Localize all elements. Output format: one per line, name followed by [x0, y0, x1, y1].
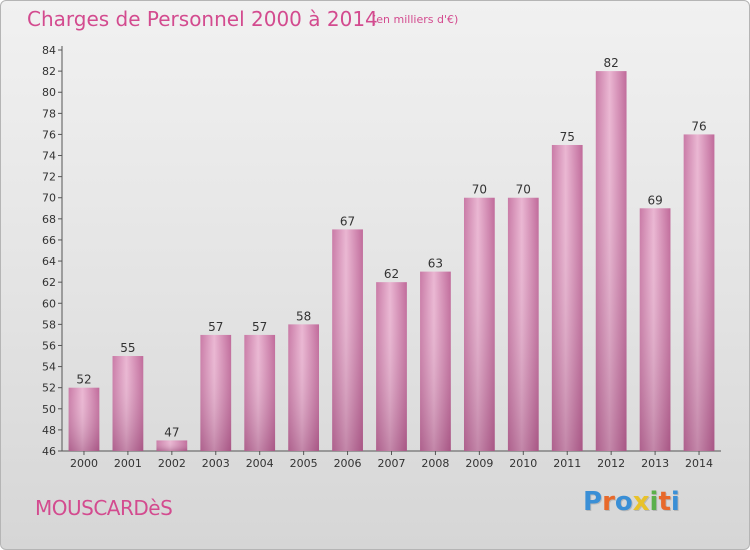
- bar-shade: [639, 208, 671, 451]
- bar-shade: [595, 71, 627, 452]
- bar-value-label: 67: [340, 214, 355, 228]
- logo-letter: o: [614, 487, 633, 517]
- y-tick-label: 74: [42, 150, 56, 163]
- bar-value-label: 57: [252, 320, 267, 334]
- bar-shade: [683, 134, 715, 451]
- x-tick-label: 2001: [114, 457, 142, 470]
- x-tick-label: 2006: [334, 457, 362, 470]
- y-tick-label: 52: [42, 382, 56, 395]
- bar-shade: [551, 144, 583, 451]
- x-tick-label: 2000: [70, 457, 98, 470]
- bar-value-label: 76: [691, 119, 706, 133]
- x-tick-label: 2014: [685, 457, 713, 470]
- x-tick-label: 2011: [553, 457, 581, 470]
- y-tick-label: 84: [42, 44, 56, 57]
- bar-shade: [288, 324, 320, 451]
- logo-letter: P: [583, 487, 603, 517]
- logo-letter: t: [658, 487, 671, 517]
- bar-value-label: 52: [76, 373, 91, 387]
- bar-value-label: 62: [384, 267, 399, 281]
- y-tick-label: 82: [42, 65, 56, 78]
- bar-value-label: 55: [120, 341, 135, 355]
- y-tick-label: 56: [42, 339, 56, 352]
- bar-shade: [507, 197, 539, 451]
- bar-shade: [200, 334, 232, 451]
- bar-shade: [420, 271, 451, 451]
- y-tick-label: 58: [42, 318, 56, 331]
- x-tick-label: 2007: [378, 457, 406, 470]
- bar-value-label: 70: [516, 183, 531, 197]
- bar-shade: [156, 440, 188, 451]
- y-tick-label: 64: [42, 255, 56, 268]
- chart-subtitle: (en milliers d'€): [372, 13, 459, 26]
- x-tick-label: 2005: [290, 457, 318, 470]
- bar-value-label: 75: [560, 130, 575, 144]
- bar-shade: [376, 282, 407, 451]
- commune-name: MOUSCARDèS: [35, 496, 173, 520]
- bar-value-label: 69: [647, 193, 662, 207]
- x-tick-label: 2012: [597, 457, 625, 470]
- y-tick-label: 48: [42, 424, 56, 437]
- x-tick-label: 2010: [509, 457, 537, 470]
- bar-shade: [244, 334, 276, 451]
- logo-letter: r: [602, 487, 615, 517]
- y-tick-label: 72: [42, 171, 56, 184]
- y-tick-label: 50: [42, 403, 56, 416]
- bar-shade: [68, 387, 100, 451]
- y-tick-label: 78: [42, 107, 56, 120]
- x-tick-label: 2009: [465, 457, 493, 470]
- y-tick-label: 60: [42, 297, 56, 310]
- bar-shade: [332, 229, 363, 451]
- y-tick-label: 66: [42, 234, 56, 247]
- y-tick-label: 80: [42, 86, 56, 99]
- logo-letter: i: [670, 487, 680, 517]
- chart-title: Charges de Personnel 2000 à 2014: [27, 7, 378, 31]
- y-tick-label: 76: [42, 128, 56, 141]
- bar-value-label: 70: [472, 183, 487, 197]
- x-tick-label: 2002: [158, 457, 186, 470]
- y-tick-label: 54: [42, 361, 56, 374]
- bar-shade: [112, 356, 144, 451]
- y-tick-label: 62: [42, 276, 56, 289]
- bar-shade: [463, 197, 495, 451]
- y-tick-label: 46: [42, 445, 56, 458]
- bar-value-label: 63: [428, 257, 443, 271]
- x-tick-label: 2003: [202, 457, 230, 470]
- x-tick-label: 2013: [641, 457, 669, 470]
- bar-value-label: 58: [296, 309, 311, 323]
- x-tick-label: 2008: [421, 457, 449, 470]
- y-tick-label: 70: [42, 192, 56, 205]
- logo-letter: i: [649, 487, 659, 517]
- y-tick-label: 68: [42, 213, 56, 226]
- bar-value-label: 47: [164, 425, 179, 439]
- logo-letter: x: [632, 487, 650, 517]
- bar-value-label: 57: [208, 320, 223, 334]
- proxiti-logo: Proxiti: [583, 487, 680, 517]
- x-tick-label: 2004: [246, 457, 274, 470]
- bar-value-label: 82: [604, 56, 619, 70]
